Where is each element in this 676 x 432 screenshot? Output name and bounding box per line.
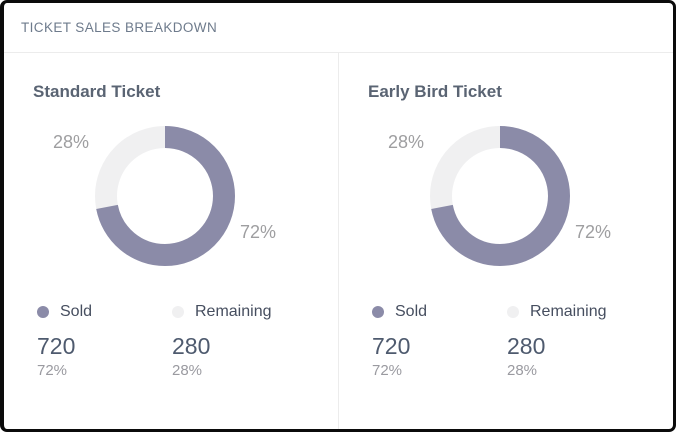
chart-card-standard-ticket: Standard Ticket 28% 72% Sold 720 72% [4,53,338,429]
donut-chart [95,126,235,266]
remaining-value: 280 [507,333,546,359]
remaining-value: 280 [172,333,211,359]
sold-value: 720 [37,333,76,359]
donut-sold-label: 72% [575,222,612,242]
donut-sold-label: 72% [240,222,277,242]
chart-title: Early Bird Ticket [368,82,502,101]
legend-sold-column: Sold 720 72% [37,303,172,379]
chart-legend: Sold 720 72% Remaining 280 28% [372,303,665,379]
widget-header: TICKET SALES BREAKDOWN [4,3,673,53]
sold-dot-icon [372,306,384,318]
sold-label: Sold [60,303,93,320]
donut-remaining-label: 28% [388,132,425,152]
remaining-label: Remaining [195,303,272,320]
sold-value: 720 [372,333,411,359]
legend-sold-column: Sold 720 72% [372,303,507,379]
remaining-dot-icon [172,306,184,318]
donut-remaining-label: 28% [53,132,90,152]
sold-percentage: 72% [372,362,403,379]
chart-legend: Sold 720 72% Remaining 280 28% [37,303,330,379]
donut-chart [430,126,570,266]
legend-remaining-column: Remaining 280 28% [172,303,307,379]
chart-title: Standard Ticket [33,82,161,101]
donut-sold-segment [95,126,235,266]
remaining-percentage: 28% [507,362,538,379]
sold-dot-icon [37,306,49,318]
remaining-percentage: 28% [172,362,203,379]
remaining-label: Remaining [530,303,607,320]
sold-label: Sold [395,303,428,320]
donut-sold-segment [430,126,570,266]
sold-percentage: 72% [37,362,68,379]
chart-card-early-bird-ticket: Early Bird Ticket 28% 72% Sold 720 72% [338,53,673,429]
charts-container: Standard Ticket 28% 72% Sold 720 72% [4,53,673,429]
widget-title: TICKET SALES BREAKDOWN [21,20,218,35]
legend-remaining-column: Remaining 280 28% [507,303,642,379]
remaining-dot-icon [507,306,519,318]
